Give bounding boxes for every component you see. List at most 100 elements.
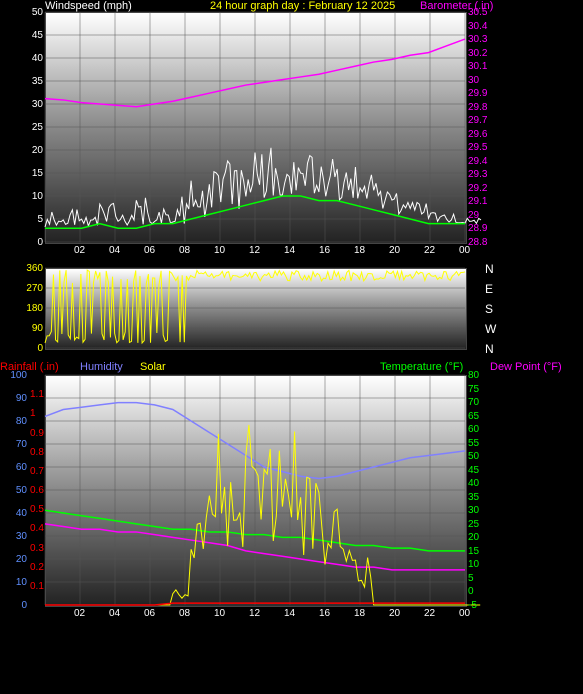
baro-ytick: 29 <box>468 210 479 221</box>
rain-ytick: 1 <box>30 408 36 419</box>
baro-ytick: 29.6 <box>468 129 487 140</box>
dir-ytick: 90 <box>32 323 43 334</box>
wind-xtick: 06 <box>144 245 155 256</box>
dewpoint-label: Dew Point (°F) <box>490 361 562 373</box>
dir-label: E <box>485 282 493 296</box>
wind-xtick: 02 <box>74 245 85 256</box>
baro-ytick: 29.5 <box>468 142 487 153</box>
rain-ytick: 1.1 <box>30 389 44 400</box>
wind-ytick: 45 <box>32 30 43 41</box>
baro-ytick: 29.3 <box>468 169 487 180</box>
baro-ytick: 29.7 <box>468 115 487 126</box>
wind-xtick: 12 <box>249 245 260 256</box>
wind-ytick: 10 <box>32 191 43 202</box>
temp-ytick: 40 <box>468 478 479 489</box>
dir-label: N <box>485 262 494 276</box>
temp-ytick: 80 <box>468 370 479 381</box>
temp-xtick: 12 <box>249 608 260 619</box>
wind-ytick: 15 <box>32 168 43 179</box>
wind-ytick: 35 <box>32 76 43 87</box>
temp-xtick: 06 <box>144 608 155 619</box>
baro-ytick: 29.1 <box>468 196 487 207</box>
temp-xtick: 04 <box>109 608 120 619</box>
baro-ytick: 30.3 <box>468 34 487 45</box>
humidity-label: Humidity <box>80 361 123 373</box>
hum-ytick: 0 <box>21 600 27 611</box>
temp-xtick: 08 <box>179 608 190 619</box>
baro-ytick: 29.2 <box>468 183 487 194</box>
wind-xtick: 22 <box>424 245 435 256</box>
wind-ytick: 25 <box>32 122 43 133</box>
wind-xtick: 08 <box>179 245 190 256</box>
wind-ytick: 5 <box>37 214 43 225</box>
wind-xtick: 16 <box>319 245 330 256</box>
temp-ytick: 20 <box>468 532 479 543</box>
temp-xtick: 16 <box>319 608 330 619</box>
rain-ytick: 0.3 <box>30 543 44 554</box>
temp-ytick: 70 <box>468 397 479 408</box>
hum-ytick: 90 <box>16 393 27 404</box>
hum-ytick: 60 <box>16 462 27 473</box>
wind-ytick: 0 <box>37 237 43 248</box>
wind-ytick: 20 <box>32 145 43 156</box>
temp-ytick: 50 <box>468 451 479 462</box>
hum-ytick: 70 <box>16 439 27 450</box>
wind-xtick: 10 <box>214 245 225 256</box>
rain-ytick: 0.4 <box>30 523 44 534</box>
temp-ytick: 45 <box>468 465 479 476</box>
dir-ytick: 360 <box>26 263 43 274</box>
baro-ytick: 28.9 <box>468 223 487 234</box>
temp-ytick: 25 <box>468 519 479 530</box>
wind-ytick: 50 <box>32 7 43 18</box>
rainfall-label: Rainfall (.in) <box>0 361 59 373</box>
temp-ytick: 65 <box>468 411 479 422</box>
rain-ytick: 0.2 <box>30 562 44 573</box>
wind-xtick: 20 <box>389 245 400 256</box>
temp-xtick: 02 <box>74 608 85 619</box>
temp-ytick: 55 <box>468 438 479 449</box>
temp-ytick: 60 <box>468 424 479 435</box>
baro-ytick: 30.2 <box>468 48 487 59</box>
dir-ytick: 0 <box>37 343 43 354</box>
rain-ytick: 0.5 <box>30 504 44 515</box>
rain-ytick: 0.7 <box>30 466 44 477</box>
dir-ytick: 270 <box>26 283 43 294</box>
hum-ytick: 80 <box>16 416 27 427</box>
hum-ytick: 10 <box>16 577 27 588</box>
temp-xtick: 20 <box>389 608 400 619</box>
rain-ytick: 0.8 <box>30 447 44 458</box>
hum-ytick: 40 <box>16 508 27 519</box>
wind-ytick: 40 <box>32 53 43 64</box>
temp-ytick: 75 <box>468 384 479 395</box>
baro-ytick: 28.8 <box>468 237 487 248</box>
dir-label: N <box>485 342 494 356</box>
solar-label: Solar <box>140 361 166 373</box>
dir-label: W <box>485 322 496 336</box>
rain-ytick: 0.1 <box>30 581 44 592</box>
temp-xtick: 00 <box>459 608 470 619</box>
dir-label: S <box>485 302 493 316</box>
temp-ytick: 0 <box>468 586 474 597</box>
temp-xtick: 10 <box>214 608 225 619</box>
temp-ytick: 35 <box>468 492 479 503</box>
hum-ytick: 30 <box>16 531 27 542</box>
temp-ytick: 30 <box>468 505 479 516</box>
chart-svg <box>0 0 583 694</box>
baro-ytick: 29.8 <box>468 102 487 113</box>
baro-ytick: 29.4 <box>468 156 487 167</box>
wind-xtick: 00 <box>459 245 470 256</box>
wind-ytick: 30 <box>32 99 43 110</box>
hum-ytick: 20 <box>16 554 27 565</box>
baro-ytick: 30 <box>468 75 479 86</box>
hum-ytick: 50 <box>16 485 27 496</box>
dir-ytick: 180 <box>26 303 43 314</box>
temp-ytick: 5 <box>468 573 474 584</box>
wind-xtick: 14 <box>284 245 295 256</box>
temp-xtick: 18 <box>354 608 365 619</box>
wind-xtick: 18 <box>354 245 365 256</box>
baro-ytick: 29.9 <box>468 88 487 99</box>
baro-ytick: 30.4 <box>468 21 487 32</box>
baro-ytick: 30.1 <box>468 61 487 72</box>
rain-ytick: 0.6 <box>30 485 44 496</box>
baro-ytick: 30.5 <box>468 7 487 18</box>
